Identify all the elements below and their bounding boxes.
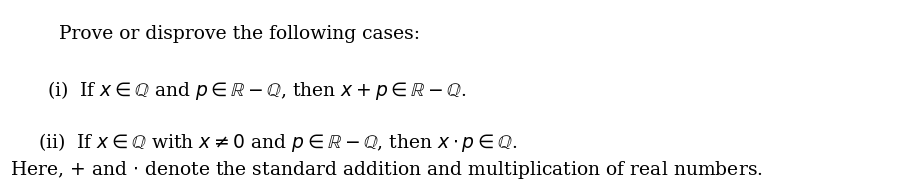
Text: Here, $+$ and $\cdot$ denote the standard addition and multiplication of real nu: Here, $+$ and $\cdot$ denote the standar… xyxy=(10,159,762,181)
Text: Prove or disprove the following cases:: Prove or disprove the following cases: xyxy=(59,24,421,43)
Text: (ii)  If $x \in \mathbb{Q}$ with $x \neq 0$ and $p \in \mathbb{R} - \mathbb{Q}$,: (ii) If $x \in \mathbb{Q}$ with $x \neq … xyxy=(38,131,517,154)
Text: (i)  If $x \in \mathbb{Q}$ and $p \in \mathbb{R} - \mathbb{Q}$, then $x + p \in : (i) If $x \in \mathbb{Q}$ and $p \in \ma… xyxy=(47,79,466,102)
